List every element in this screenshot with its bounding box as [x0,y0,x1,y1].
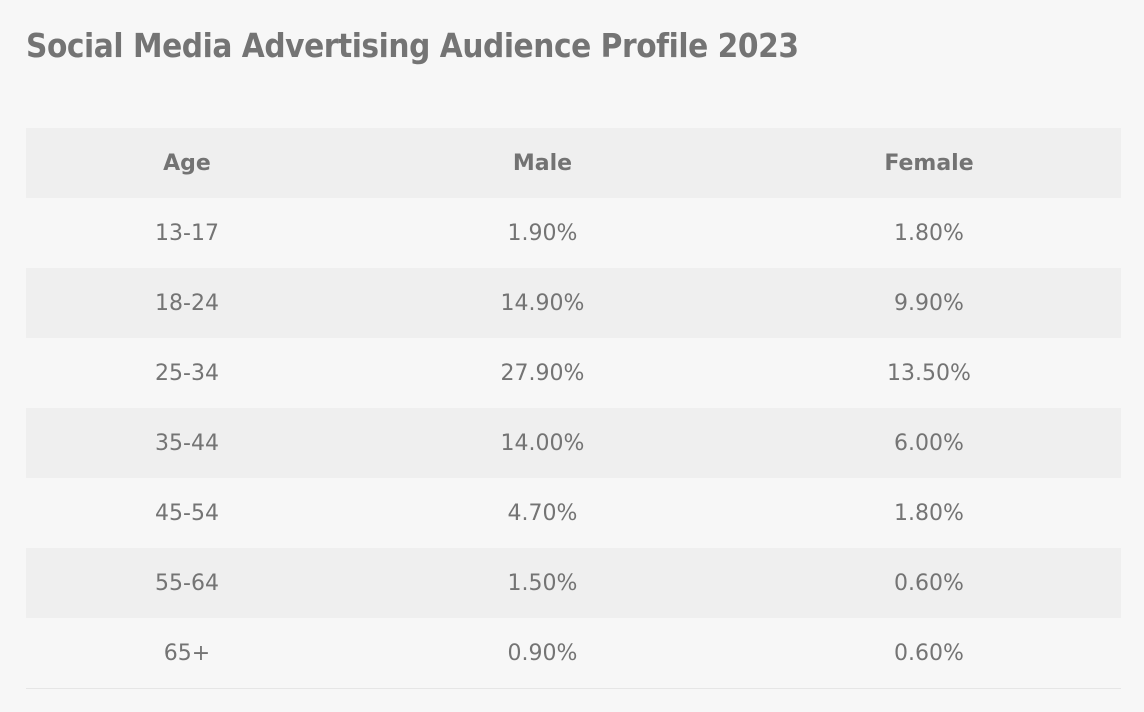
cell-age: 13-17 [26,198,348,268]
cell-female: 1.80% [737,198,1121,268]
table-row: 45-54 4.70% 1.80% [26,478,1121,548]
cell-female: 13.50% [737,338,1121,408]
cell-female: 0.60% [737,618,1121,689]
cell-female: 6.00% [737,408,1121,478]
cell-male: 4.70% [348,478,737,548]
cell-female: 0.60% [737,548,1121,618]
table-row: 18-24 14.90% 9.90% [26,268,1121,338]
cell-male: 0.90% [348,618,737,689]
cell-male: 14.00% [348,408,737,478]
table-row: 55-64 1.50% 0.60% [26,548,1121,618]
column-header-age: Age [26,128,348,198]
page-title: Social Media Advertising Audience Profil… [26,26,799,65]
cell-age: 55-64 [26,548,348,618]
cell-male: 27.90% [348,338,737,408]
cell-age: 25-34 [26,338,348,408]
cell-female: 9.90% [737,268,1121,338]
column-header-female: Female [737,128,1121,198]
cell-male: 1.90% [348,198,737,268]
cell-age: 65+ [26,618,348,689]
cell-male: 1.50% [348,548,737,618]
cell-age: 18-24 [26,268,348,338]
cell-female: 1.80% [737,478,1121,548]
table-row: 65+ 0.90% 0.60% [26,618,1121,689]
cell-male: 14.90% [348,268,737,338]
table-row: 35-44 14.00% 6.00% [26,408,1121,478]
table-row: 25-34 27.90% 13.50% [26,338,1121,408]
table-header-row: Age Male Female [26,128,1121,198]
cell-age: 35-44 [26,408,348,478]
audience-table: Age Male Female 13-17 1.90% 1.80% 18-24 … [26,128,1121,689]
column-header-male: Male [348,128,737,198]
cell-age: 45-54 [26,478,348,548]
table-row: 13-17 1.90% 1.80% [26,198,1121,268]
